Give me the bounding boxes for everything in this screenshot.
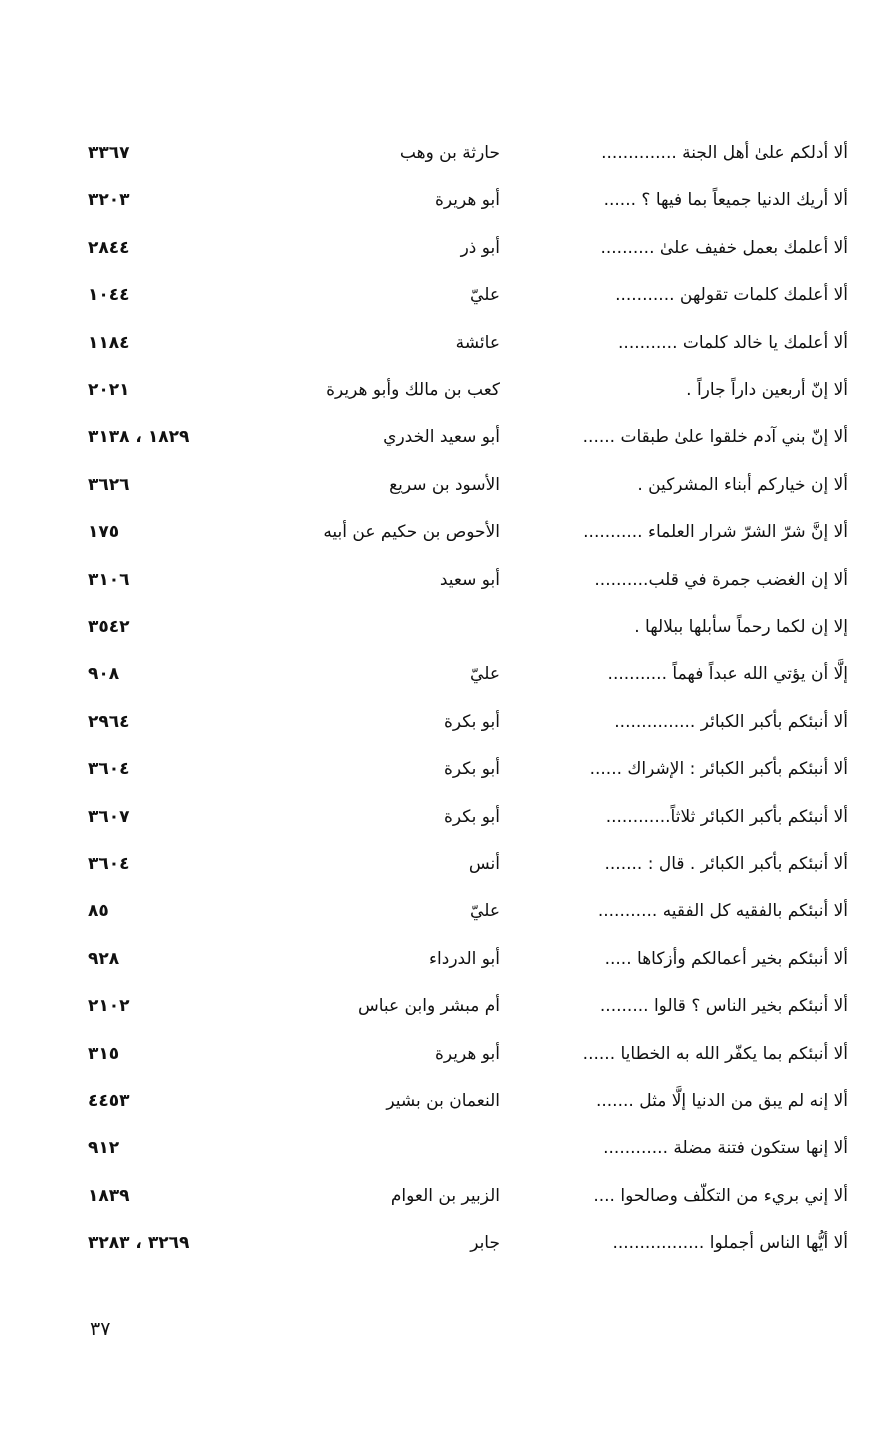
index-entry: ألا إنها ستكون فتنة مضلة ............ ٩١٢ <box>0 1138 891 1178</box>
hadith-text: ألا أريك الدنيا جميعاً بما فيها ؟ ...... <box>603 190 848 211</box>
hadith-text: ألا إنَّ شرّ الشرّ شرار العلماء ........… <box>583 522 848 543</box>
reference-number: ١٨٣٩ <box>88 1185 130 1206</box>
index-entry: ألا إنه لم يبق من الدنيا إلَّا مثل .....… <box>0 1091 891 1131</box>
hadith-text: ألا أعلمك يا خالد كلمات ........... <box>618 332 848 353</box>
reference-number: ٣١٥ <box>88 1043 120 1064</box>
index-entry: ألا إن خياركم أبناء المشركين . الأسود بن … <box>0 475 891 515</box>
index-entry: ألا أريك الدنيا جميعاً بما فيها ؟ ......… <box>0 190 891 230</box>
narrator-name: أبو سعيد <box>439 569 500 590</box>
narrator-name: أبو سعيد الخدري <box>383 427 500 448</box>
index-entry: ألا إنّ أربعين داراً جاراً . كعب بن مالك … <box>0 380 891 420</box>
reference-number: ٣٦٠٧ <box>88 806 130 827</box>
hadith-text: ألا أنبئكم بأكبر الكبائر : الإشراك .....… <box>589 759 848 780</box>
hadith-text: ألا أيُّها الناس أجملوا ................… <box>612 1233 848 1254</box>
narrator-name: عائشة <box>455 332 500 353</box>
index-entry: إلا إن لكما رحماً سأبلها ببلالها . ٣٥٤٢ <box>0 617 891 657</box>
index-entry: ألا أنبئكم بما يكفّر الله به الخطايا ...… <box>0 1044 891 1084</box>
hadith-text: إلَّا أن يؤتي الله عبداً فهماً .........… <box>607 664 848 685</box>
reference-number: ٣٦٠٤ <box>88 759 130 780</box>
hadith-text: ألا أعلمك بعمل خفيف علىٰ .......... <box>600 237 848 258</box>
narrator-name: أبو الدرداء <box>429 948 500 969</box>
hadith-text: ألا أنبئكم بخير الناس ؟ قالوا ......... <box>599 996 848 1017</box>
narrator-name: أبو بكرة <box>443 806 500 827</box>
reference-number: ٢٨٤٤ <box>88 237 130 258</box>
narrator-name: أبو بكرة <box>443 759 500 780</box>
reference-number: ١٧٥ <box>88 522 120 543</box>
narrator-name: الأسود بن سريع <box>389 474 500 495</box>
reference-number: ٤٤٥٣ <box>88 1091 130 1111</box>
hadith-text: ألا إنها ستكون فتنة مضلة ............ <box>603 1138 848 1159</box>
hadith-text: ألا إنه لم يبق من الدنيا إلَّا مثل .....… <box>595 1091 848 1111</box>
index-entry: ألا أنبئكم بأكبر الكبائر . قال : .......… <box>0 854 891 894</box>
index-entry: ألا أيُّها الناس أجملوا ................… <box>0 1233 891 1273</box>
reference-number: ٣٣٦٧ <box>88 143 130 163</box>
hadith-text: ألا أعلمك كلمات تقولهن ........... <box>615 285 848 306</box>
narrator-name: أبو هريرة <box>434 190 500 211</box>
reference-number: ١١٨٤ <box>88 332 130 353</box>
narrator-name: النعمان بن بشير <box>386 1091 500 1111</box>
index-entry: ألا أنبئكم بأكبر الكبائر ثلاثاً.........… <box>0 807 891 847</box>
reference-number: ٩١٢ <box>88 1138 120 1159</box>
narrator-name: الزبير بن العوام <box>390 1185 500 1206</box>
narrator-name: أبو ذر <box>460 237 500 258</box>
narrator-name: الأحوص بن حكيم عن أبيه <box>323 522 500 543</box>
narrator-name: أم مبشر وابن عباس <box>357 996 500 1017</box>
index-entry: ألا أدلكم علىٰ أهل الجنة .............. ح… <box>0 143 891 183</box>
reference-number: ٣٥٤٢ <box>88 617 130 637</box>
index-entry: ألا أعلمك بعمل خفيف علىٰ .......... أبو ذ… <box>0 238 891 278</box>
index-entry: ألا أعلمك كلمات تقولهن ........... عليّ ١٠… <box>0 285 891 325</box>
hadith-text: ألا إنّ أربعين داراً جاراً . <box>686 380 848 400</box>
reference-number: ٣٢٠٣ <box>88 190 130 211</box>
narrator-name: حارثة بن وهب <box>399 143 500 163</box>
index-entry: ألا أنبئكم بالفقيه كل الفقيه ...........… <box>0 901 891 941</box>
index-entry: ألا أنبئكم بخير أعمالكم وأزكاها ..... أبو… <box>0 949 891 989</box>
narrator-name: أنس <box>468 854 500 874</box>
hadith-text: ألا أنبئكم بأكبر الكبائر . قال : ....... <box>604 854 848 874</box>
hadith-text: ألا إني بريء من التكلّف وصالحوا .... <box>593 1185 848 1206</box>
reference-number: ١٠٤٤ <box>88 285 130 306</box>
narrator-name: كعب بن مالك وأبو هريرة <box>326 380 500 400</box>
reference-number: ٨٥ <box>88 901 109 922</box>
reference-number: ٣٦٠٤ <box>88 854 130 874</box>
hadith-text: ألا إن الغضب جمرة في قلب.......... <box>594 569 848 590</box>
hadith-text: ألا إن خياركم أبناء المشركين . <box>637 474 848 495</box>
hadith-text: ألا أنبئكم بما يكفّر الله به الخطايا ...… <box>582 1043 848 1064</box>
index-entry: ألا إني بريء من التكلّف وصالحوا .... الزب… <box>0 1186 891 1226</box>
index-entry: ألا إنَّ شرّ الشرّ شرار العلماء ........… <box>0 522 891 562</box>
reference-number: ١٨٢٩ ، ٣١٣٨ <box>88 427 190 448</box>
index-entry: ألا إن الغضب جمرة في قلب.......... أبو سع… <box>0 570 891 610</box>
narrator-name: جابر <box>470 1233 500 1254</box>
hadith-text: ألا أنبئكم بالفقيه كل الفقيه ........... <box>597 901 848 922</box>
narrator-name: عليّ <box>470 285 500 306</box>
hadith-text: ألا إنّ بني آدم خلقوا علىٰ طبقات ...... <box>582 427 848 448</box>
reference-number: ٣١٠٦ <box>88 569 130 590</box>
reference-number: ٣٦٢٦ <box>88 474 130 495</box>
hadith-text: ألا أنبئكم بخير أعمالكم وأزكاها ..... <box>604 948 848 969</box>
narrator-name: أبو هريرة <box>434 1043 500 1064</box>
reference-number: ٩٢٨ <box>88 948 120 969</box>
index-entry: ألا أنبئكم بخير الناس ؟ قالوا ......... أ… <box>0 996 891 1036</box>
index-entry: إلَّا أن يؤتي الله عبداً فهماً .........… <box>0 664 891 704</box>
reference-number: ٢٠٢١ <box>88 380 130 400</box>
reference-number: ٩٠٨ <box>88 664 120 685</box>
index-entry: ألا أنبئكم بأكبر الكبائر : الإشراك .....… <box>0 759 891 799</box>
reference-number: ٢٩٦٤ <box>88 711 130 732</box>
reference-number: ٣٢٦٩ ، ٣٢٨٣ <box>88 1233 190 1254</box>
hadith-text: إلا إن لكما رحماً سأبلها ببلالها . <box>634 617 848 637</box>
index-entry: ألا أنبئكم بأكبر الكبائر ...............… <box>0 712 891 752</box>
hadith-text: ألا أنبئكم بأكبر الكبائر ............... <box>614 711 848 732</box>
index-entry: ألا أعلمك يا خالد كلمات ........... عائشة… <box>0 333 891 373</box>
narrator-name: عليّ <box>470 901 500 922</box>
index-entry: ألا إنّ بني آدم خلقوا علىٰ طبقات ...... أ… <box>0 427 891 467</box>
reference-number: ٢١٠٢ <box>88 996 130 1017</box>
narrator-name: أبو بكرة <box>443 711 500 732</box>
hadith-text: ألا أنبئكم بأكبر الكبائر ثلاثاً.........… <box>605 806 848 827</box>
page-number: ٣٧ <box>90 1318 111 1340</box>
narrator-name: عليّ <box>470 664 500 685</box>
hadith-text: ألا أدلكم علىٰ أهل الجنة .............. <box>601 143 848 163</box>
